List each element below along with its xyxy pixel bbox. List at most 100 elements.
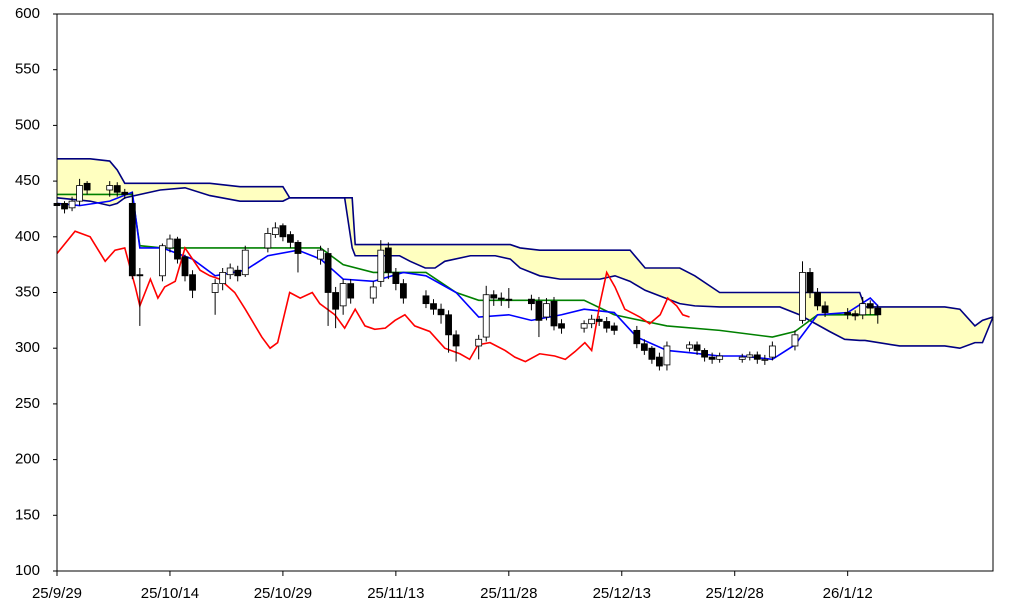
- candle-body: [189, 274, 196, 291]
- candle-body: [241, 249, 249, 276]
- candle-body: [83, 182, 91, 191]
- cloud: [57, 158, 993, 349]
- candle-body: [437, 308, 445, 316]
- candle-body: [497, 297, 505, 300]
- candle-body: [550, 301, 558, 327]
- candle-body: [287, 234, 294, 243]
- y-tick-label: 400: [15, 228, 40, 245]
- candle-body: [648, 347, 656, 360]
- candle-body: [768, 345, 776, 358]
- candle-body: [716, 355, 724, 360]
- candle-body: [264, 233, 272, 249]
- candle-body: [332, 292, 340, 310]
- candle-body: [851, 313, 859, 317]
- candle-body: [174, 238, 181, 260]
- candle-body: [490, 294, 498, 299]
- x-tick-label: 25/10/14: [141, 585, 199, 602]
- candle-body: [430, 303, 437, 310]
- candle-body: [610, 325, 618, 331]
- x-tick-label: 25/11/28: [480, 585, 537, 602]
- candle-body: [106, 185, 114, 191]
- candle-body: [595, 318, 603, 322]
- candle-body: [656, 356, 663, 367]
- indicator-line: [56, 186, 994, 350]
- x-tick-label: 25/12/13: [593, 585, 651, 602]
- candle-body: [452, 334, 460, 347]
- candle-body: [799, 272, 806, 321]
- candle-body: [701, 350, 708, 358]
- candle-body: [791, 334, 799, 347]
- candle-body: [475, 338, 483, 347]
- candle-body: [859, 303, 867, 316]
- candle-body: [399, 283, 407, 299]
- candle-body: [693, 344, 701, 351]
- candle-body: [294, 241, 302, 254]
- candle-body: [708, 356, 716, 360]
- candle-body: [445, 314, 452, 336]
- candle-body: [663, 345, 671, 366]
- candle-body: [219, 272, 227, 284]
- y-tick-label: 550: [15, 61, 40, 78]
- plot-layer: [53, 158, 994, 371]
- y-tick-label: 100: [15, 562, 40, 579]
- x-tick-label: 26/1/12: [823, 585, 873, 602]
- candle-body: [806, 272, 814, 293]
- y-tick-label: 450: [15, 172, 40, 189]
- candle-body: [746, 354, 754, 358]
- candle-body: [339, 283, 347, 307]
- candle-body: [324, 253, 332, 293]
- candle-body: [422, 295, 430, 305]
- candle-body: [76, 185, 83, 202]
- candle-body: [686, 344, 693, 349]
- candle-body: [159, 245, 166, 277]
- x-tick-label: 25/11/13: [367, 585, 424, 602]
- candle-body: [279, 225, 287, 238]
- indicator-line: [56, 230, 690, 363]
- candle-body: [528, 298, 535, 305]
- candle-body: [844, 312, 852, 316]
- candle-body: [317, 249, 324, 260]
- y-tick-label: 200: [15, 451, 40, 468]
- candle-body: [543, 303, 550, 318]
- candle-body: [68, 200, 76, 209]
- candle-body: [753, 354, 761, 360]
- candle-body: [505, 298, 513, 301]
- candle-body: [874, 307, 882, 316]
- candle-body: [482, 294, 490, 338]
- candle-body: [234, 269, 242, 277]
- candle-body: [633, 329, 641, 345]
- candle-body: [211, 283, 219, 293]
- x-tick-label: 25/10/29: [254, 585, 312, 602]
- candle-body: [535, 301, 543, 321]
- candle-body: [738, 356, 746, 360]
- candle-body: [866, 303, 874, 309]
- x-tick-label: 25/9/29: [32, 585, 82, 602]
- candle-body: [384, 247, 392, 273]
- candle-body: [588, 318, 596, 325]
- candle-body: [603, 321, 611, 329]
- candle-body: [821, 305, 829, 313]
- x-tick-label: 25/12/28: [706, 585, 764, 602]
- candle-body: [377, 249, 385, 282]
- candle-body: [640, 343, 648, 351]
- y-tick-label: 500: [15, 116, 40, 133]
- candle-body: [369, 286, 377, 299]
- candle-body: [271, 227, 279, 235]
- y-tick-label: 350: [15, 283, 40, 300]
- candle-body: [166, 238, 174, 249]
- candle-body: [558, 323, 565, 329]
- candle-body: [113, 185, 121, 193]
- candle-body: [226, 267, 234, 276]
- candle-body: [580, 323, 588, 329]
- candle-body: [761, 358, 769, 361]
- candle-body: [61, 202, 68, 210]
- y-tick-label: 300: [15, 339, 40, 356]
- indicator-line: [57, 158, 994, 327]
- candle-body: [814, 292, 821, 307]
- candle-body: [181, 256, 189, 277]
- candle-body: [392, 272, 400, 284]
- candle-body: [128, 202, 136, 277]
- candle-body: [136, 274, 144, 277]
